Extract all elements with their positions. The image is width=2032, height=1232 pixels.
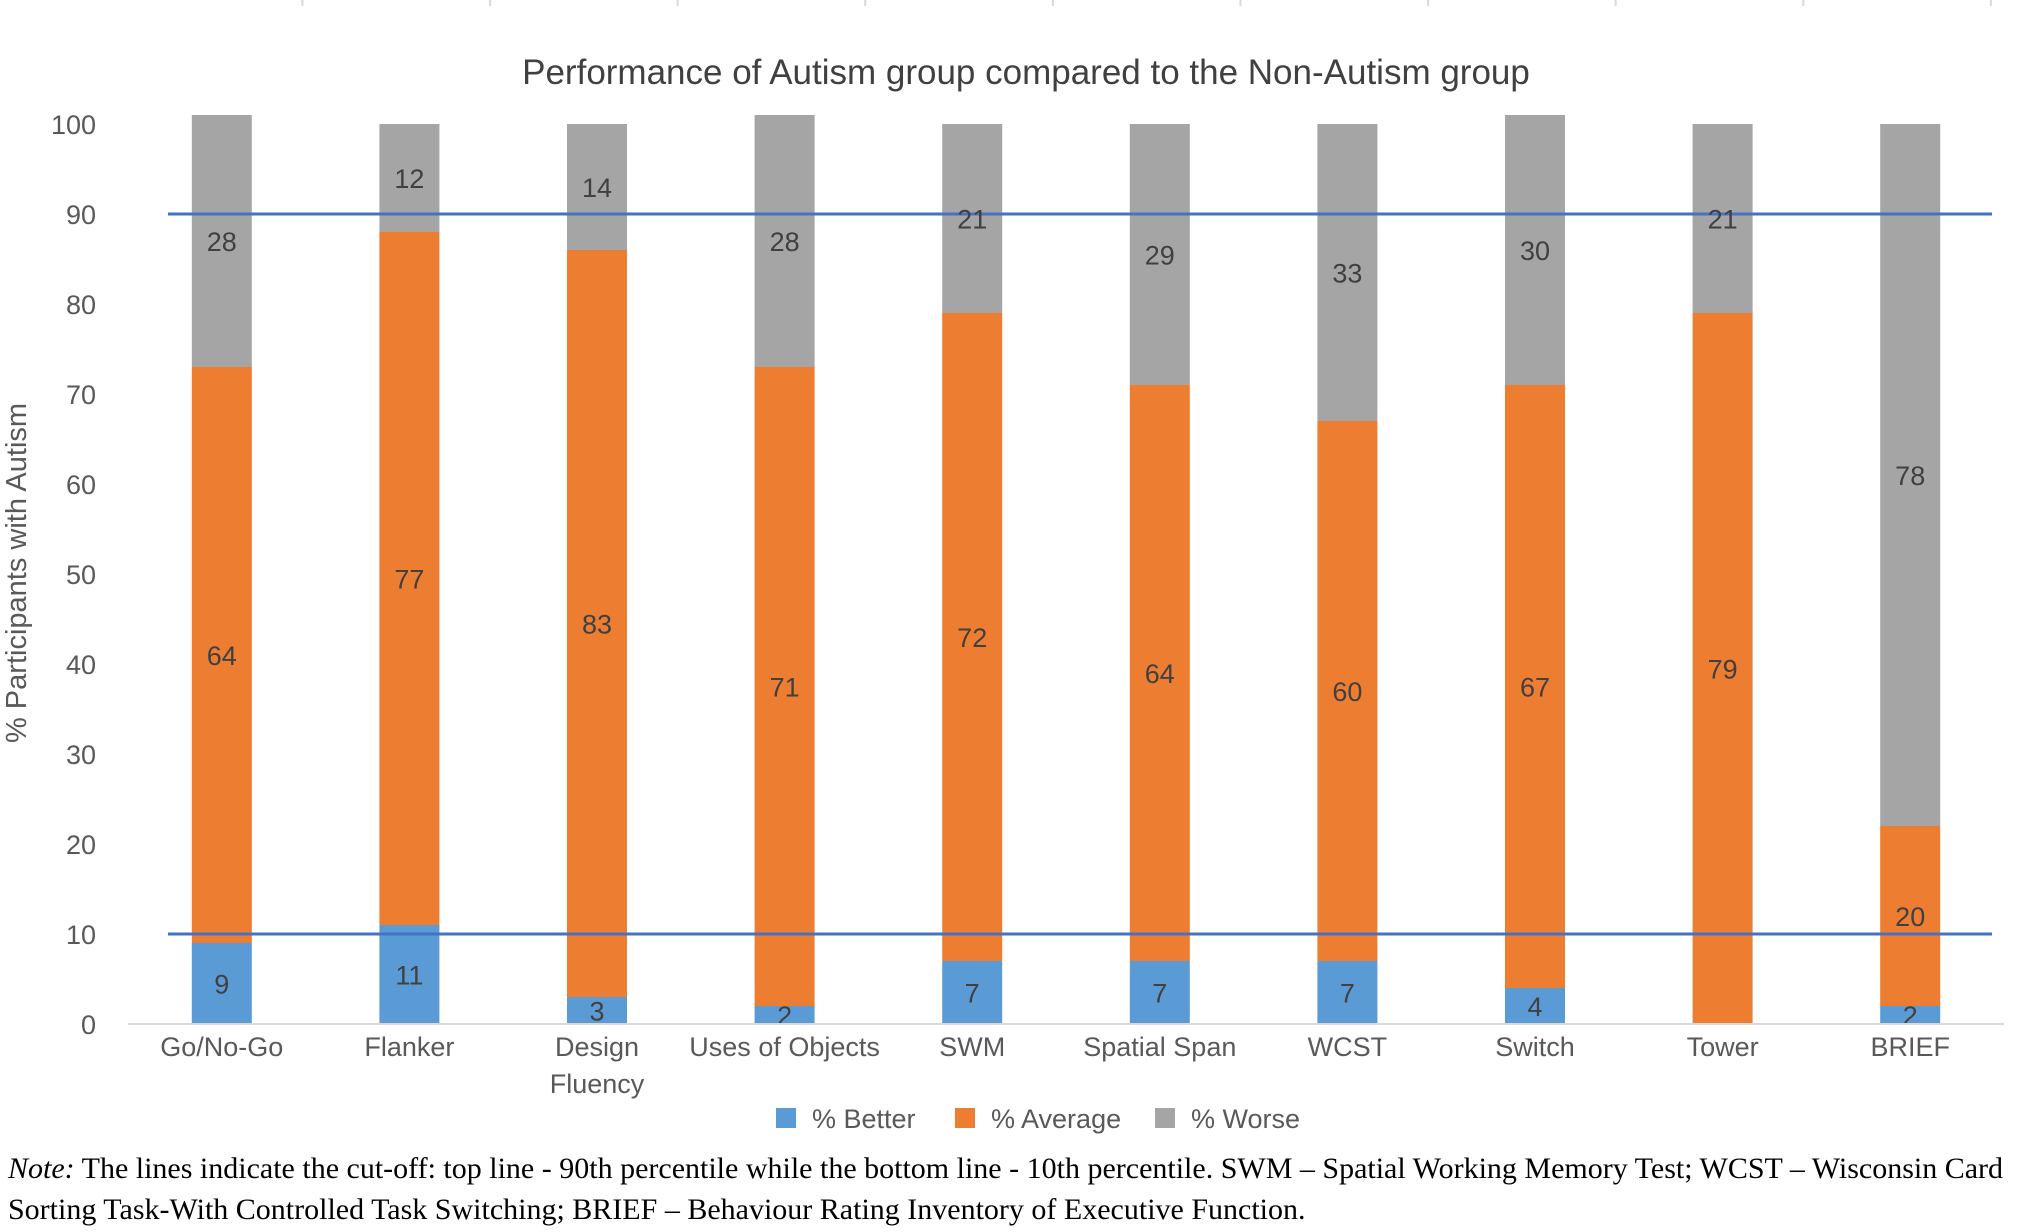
bar-segment [191, 943, 252, 1024]
y-tick-label: 50 [66, 560, 96, 590]
bar-segment [379, 232, 440, 925]
data-label: 2 [777, 1001, 792, 1031]
y-tick-label: 10 [66, 920, 96, 950]
bar-segment [942, 313, 1003, 961]
bar-segment [942, 124, 1003, 313]
data-label: 4 [1527, 992, 1542, 1022]
y-tick-label: 80 [66, 290, 96, 320]
bar-segment [1692, 313, 1753, 1024]
data-label: 21 [1708, 205, 1738, 235]
x-tick-label: WCST [1308, 1032, 1387, 1062]
note-text: The lines indicate the cut-off: top line… [8, 1152, 2004, 1226]
data-label: 64 [1145, 659, 1175, 689]
x-tick-label: Flanker [364, 1032, 454, 1062]
bar-segment [1317, 421, 1378, 961]
x-tick-label: Spatial Span [1083, 1032, 1236, 1062]
y-axis-ticks: 0 10 20 30 40 50 60 70 80 90 100 [51, 110, 96, 1040]
y-tick-label: 90 [66, 200, 96, 230]
data-label: 33 [1332, 259, 1362, 289]
bar-segment [567, 997, 627, 1024]
data-label: 78 [1895, 461, 1925, 491]
y-tick-label: 30 [66, 740, 96, 770]
x-tick-label: Tower [1687, 1032, 1759, 1062]
data-label: 79 [1708, 655, 1738, 685]
data-label: 64 [207, 641, 237, 671]
y-tick-label: 40 [66, 650, 96, 680]
data-label: 7 [1340, 979, 1355, 1009]
data-label: 9 [214, 970, 229, 1000]
x-tick-label: Uses of Objects [689, 1032, 880, 1062]
x-tick-label: SWM [939, 1032, 1005, 1062]
x-tick-label: Switch [1495, 1032, 1575, 1062]
legend: % Better % Average % Worse [776, 1104, 1300, 1134]
data-label: 72 [957, 623, 987, 653]
data-label: 60 [1332, 677, 1362, 707]
bar-segment [567, 124, 627, 250]
data-label: 12 [394, 164, 424, 194]
bar-segment [191, 115, 252, 367]
bar-segment [567, 250, 627, 997]
y-tick-label: 0 [81, 1010, 96, 1040]
bar-segment [1505, 115, 1565, 385]
bar-segment [1317, 961, 1378, 1024]
note-lead: Note: [8, 1152, 75, 1185]
bar-segment [1505, 385, 1565, 988]
data-label: 3 [589, 997, 604, 1027]
data-labels: 9 64 28 11 77 12 3 83 14 2 71 28 7 72 21 7 64 29 7 60 33 4 67 3… [207, 164, 1925, 1031]
bar-segment [1505, 988, 1565, 1024]
data-label: 2 [1903, 1001, 1918, 1031]
x-axis-ticks: Go/No-Go Flanker Design Fluency Uses of Obje… [160, 1032, 1950, 1099]
bar-segment [1880, 1006, 1941, 1024]
bar-segment [754, 115, 815, 367]
legend-label: % Average [991, 1104, 1121, 1134]
bar-segment [1880, 124, 1941, 826]
data-label: 20 [1895, 902, 1925, 932]
bar-segment [1129, 385, 1190, 961]
data-label: 7 [965, 979, 980, 1009]
chart-title: Performance of Autism group compared to … [522, 53, 1530, 92]
data-label: 14 [582, 173, 612, 203]
bar-segment [1129, 961, 1190, 1024]
y-tick-label: 100 [51, 110, 96, 140]
x-tick-label: Design Fluency [550, 1032, 645, 1099]
bars [191, 115, 1941, 1024]
bar-segment [379, 925, 440, 1024]
bar-segment [754, 367, 815, 1006]
bar-segment [754, 1006, 815, 1024]
bar-segment [191, 367, 252, 943]
data-label: 83 [582, 610, 612, 640]
top-axis-ticks [301, 0, 1992, 6]
bar-segment [1317, 124, 1378, 421]
bar-segment [942, 961, 1003, 1024]
x-tick-label: BRIEF [1870, 1032, 1950, 1062]
data-label: 71 [770, 673, 800, 703]
data-label: 77 [394, 565, 424, 595]
legend-swatch [1155, 1108, 1175, 1128]
bar-segment [1692, 124, 1753, 313]
y-tick-label: 70 [66, 380, 96, 410]
x-tick-label: Go/No-Go [160, 1032, 283, 1062]
reference-lines [168, 212, 1992, 936]
legend-label: % Worse [1191, 1104, 1300, 1134]
legend-swatch [955, 1108, 975, 1128]
figure-note: Note: The lines indicate the cut-off: to… [8, 1148, 2018, 1230]
data-label: 7 [1152, 979, 1167, 1009]
data-label: 67 [1520, 673, 1550, 703]
data-label: 11 [395, 961, 423, 991]
y-axis-label: % Participants with Autism [1, 403, 33, 743]
bar-segment [1880, 826, 1941, 1006]
data-label: 29 [1145, 241, 1175, 271]
data-label: 30 [1520, 236, 1550, 266]
data-label: 21 [957, 205, 987, 235]
y-tick-label: 20 [66, 830, 96, 860]
bar-segment [1129, 124, 1190, 385]
legend-swatch [776, 1108, 796, 1128]
legend-label: % Better [812, 1104, 916, 1134]
y-tick-label: 60 [66, 470, 96, 500]
data-label: 28 [770, 227, 800, 257]
data-label: 28 [207, 227, 237, 257]
